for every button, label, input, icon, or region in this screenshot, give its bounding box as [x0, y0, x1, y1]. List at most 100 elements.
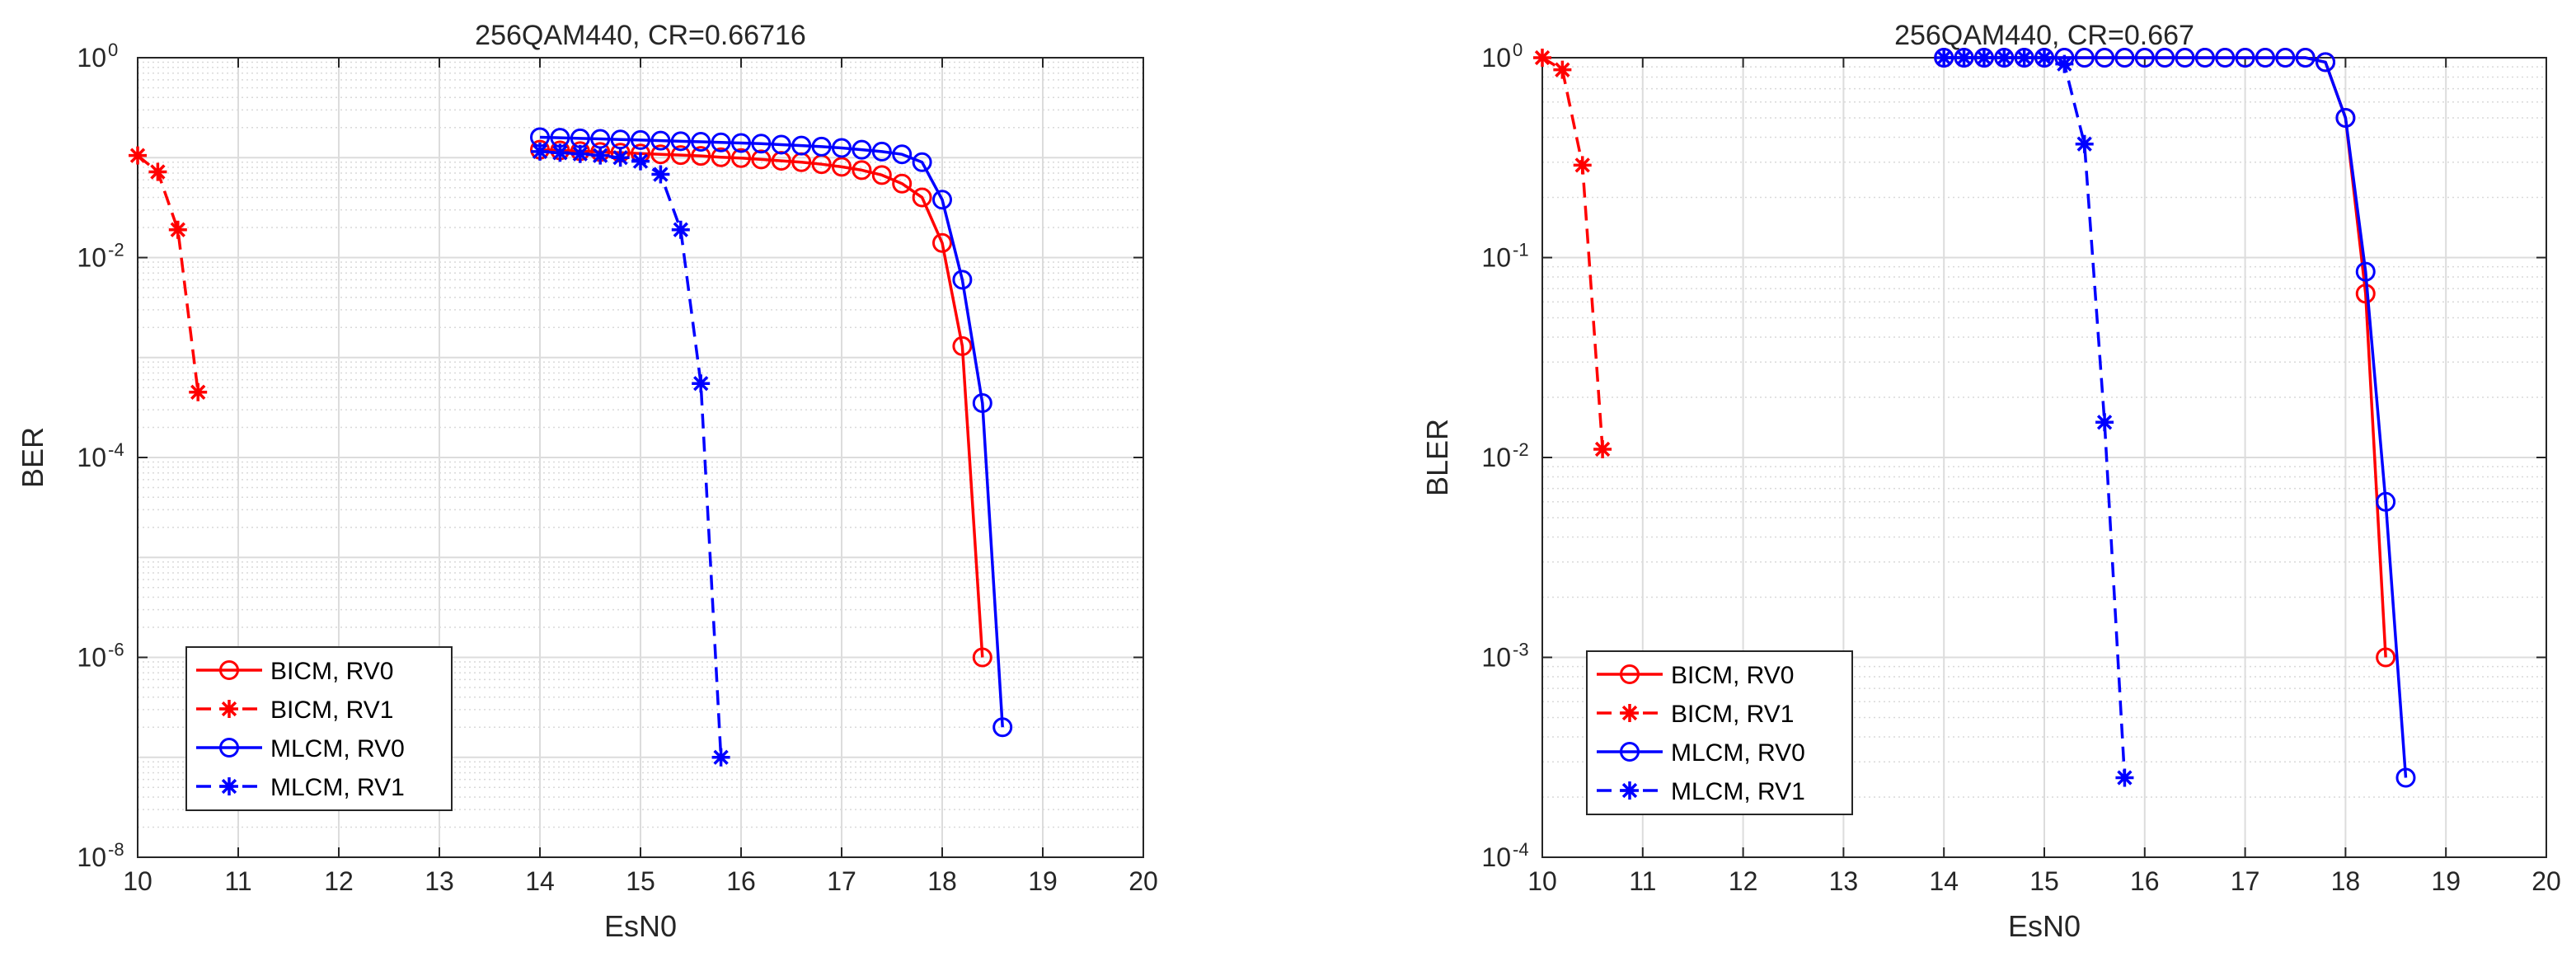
data-point — [2155, 48, 2175, 68]
data-point — [692, 374, 711, 393]
data-point — [2376, 491, 2396, 512]
data-point — [611, 148, 630, 167]
data-point — [168, 220, 187, 239]
data-point — [992, 717, 1013, 738]
data-point — [871, 141, 892, 162]
data-point — [731, 148, 751, 168]
y-axis-label: BER — [16, 427, 49, 488]
data-point — [2255, 48, 2275, 68]
x-tick-label: 20 — [1128, 866, 1158, 896]
data-point — [610, 129, 631, 150]
legend-marker — [1620, 742, 1640, 762]
data-point — [2355, 261, 2376, 282]
x-tick-label: 19 — [1028, 866, 1058, 896]
data-point — [631, 129, 650, 150]
data-point — [1954, 49, 1973, 67]
y-tick-label: 10 — [77, 443, 106, 472]
data-point — [2376, 647, 2396, 668]
legend-marker — [220, 777, 238, 795]
x-tick-label: 17 — [827, 866, 856, 896]
legend-label: MLCM, RV0 — [1671, 739, 1805, 767]
data-point — [771, 134, 791, 155]
y-tick-label: 10 — [77, 842, 106, 872]
data-point — [651, 165, 670, 184]
data-point — [1593, 439, 1612, 458]
legend-label: MLCM, RV1 — [270, 774, 405, 801]
data-point — [2095, 48, 2115, 68]
data-point — [2074, 48, 2095, 68]
data-point — [972, 393, 992, 414]
y-tick-exponent: 0 — [108, 40, 118, 60]
data-point — [2115, 768, 2134, 787]
data-point — [1974, 49, 1993, 67]
x-tick-label: 18 — [927, 866, 957, 896]
legend-label: MLCM, RV1 — [1671, 778, 1805, 805]
x-tick-label: 11 — [1629, 866, 1656, 896]
data-point — [852, 139, 872, 160]
chart-title: 256QAM440, CR=0.667 — [1894, 20, 2194, 51]
legend-marker — [1621, 704, 1639, 722]
x-tick-label: 11 — [224, 866, 251, 896]
data-point — [2134, 48, 2155, 68]
data-point — [932, 190, 952, 210]
chart-title: 256QAM440, CR=0.66716 — [475, 20, 806, 51]
y-tick-exponent: -4 — [1513, 839, 1529, 860]
data-point — [2395, 767, 2416, 788]
legend-label: BICM, RV0 — [270, 658, 394, 685]
x-tick-label: 12 — [324, 866, 354, 896]
x-tick-label: 10 — [1527, 866, 1557, 896]
series-line — [1541, 56, 1604, 450]
series-line — [136, 154, 199, 393]
data-point — [148, 162, 167, 181]
data-point — [912, 187, 932, 208]
x-tick-label: 18 — [2331, 866, 2361, 896]
x-tick-label: 14 — [1929, 866, 1959, 896]
series-line — [539, 135, 1004, 728]
data-point — [2075, 134, 2094, 153]
y-tick-exponent: -8 — [108, 839, 124, 860]
data-point — [2235, 48, 2255, 68]
data-point — [751, 149, 772, 170]
y-tick-exponent: -2 — [1513, 439, 1529, 460]
data-point — [1573, 156, 1592, 175]
legend-label: BICM, RV1 — [1671, 701, 1795, 728]
data-point — [2335, 107, 2356, 128]
x-tick-label: 13 — [1829, 866, 1859, 896]
data-point — [972, 647, 992, 668]
y-tick-label: 10 — [1481, 842, 1511, 872]
y-tick-label: 10 — [1481, 43, 1511, 73]
data-point — [129, 146, 147, 165]
legend: BICM, RV0 BICM, RV1 MLCM, RV0 MLCM, RV1 — [185, 646, 453, 811]
data-point — [912, 152, 932, 172]
data-point — [670, 131, 691, 152]
legend-marker — [1621, 781, 1639, 800]
x-tick-label: 16 — [2130, 866, 2160, 896]
data-point — [2194, 48, 2215, 68]
series-mlcm-rv1 — [1935, 49, 2134, 787]
data-point — [711, 132, 731, 152]
data-point — [2114, 48, 2135, 68]
data-point — [691, 146, 711, 167]
data-point — [650, 144, 671, 165]
data-point — [691, 132, 711, 152]
data-layer — [1533, 48, 2416, 788]
data-point — [650, 130, 671, 151]
x-tick-label: 20 — [2531, 866, 2561, 896]
data-point — [1995, 49, 2014, 67]
data-point — [731, 133, 751, 153]
data-point — [671, 220, 690, 239]
data-point — [670, 145, 691, 166]
x-tick-label: 17 — [2231, 866, 2260, 896]
y-tick-exponent: -6 — [108, 640, 124, 660]
series-mlcm-rv0 — [530, 127, 1013, 738]
data-point — [932, 232, 952, 253]
series-line — [539, 150, 723, 758]
data-point — [2295, 48, 2316, 68]
data-point — [189, 382, 208, 401]
data-point — [1553, 60, 1572, 79]
data-point — [871, 165, 892, 185]
data-point — [1533, 49, 1551, 67]
legend-marker — [219, 660, 239, 680]
